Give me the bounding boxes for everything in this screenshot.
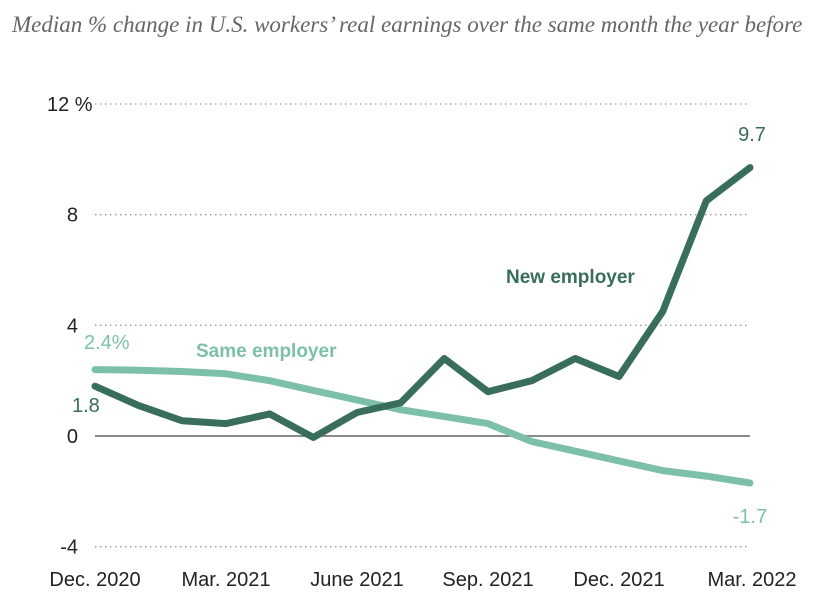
new-employer-start-value: 1.8 (72, 395, 100, 417)
series-line-same-employer (91, 366, 754, 487)
gridlines (95, 103, 750, 548)
y-axis-ticks: 12 % 8 4 0 -4 (47, 94, 93, 559)
series-label-new-employer: New employer (506, 267, 635, 288)
series-label-same-employer: Same employer (196, 341, 337, 362)
x-tick-label: Dec. 2020 (49, 569, 140, 591)
y-tick-label: 0 (67, 426, 78, 448)
series-lines (91, 164, 754, 487)
same-employer-end-value: -1.7 (733, 506, 767, 528)
y-tick-label: 8 (67, 205, 78, 227)
y-tick-label: 12 % (47, 94, 93, 116)
series-labels: New employer Same employer 1.8 9.7 2.4% -1.7 (72, 124, 767, 528)
chart-title: Median % change in U.S. workers’ real ea… (12, 12, 803, 37)
same-employer-start-value: 2.4% (84, 332, 130, 354)
x-tick-label: Sep. 2021 (442, 569, 533, 591)
y-tick-label: 4 (67, 315, 78, 337)
x-tick-label: Mar. 2022 (708, 569, 797, 591)
y-tick-label: -4 (60, 537, 78, 559)
x-tick-label: June 2021 (310, 569, 403, 591)
series-line-new-employer (91, 164, 754, 441)
x-tick-label: Mar. 2021 (182, 569, 271, 591)
x-axis-ticks: Dec. 2020 Mar. 2021 June 2021 Sep. 2021 Dec.… (49, 569, 796, 591)
new-employer-end-value: 9.7 (738, 124, 766, 146)
x-tick-label: Dec. 2021 (573, 569, 664, 591)
